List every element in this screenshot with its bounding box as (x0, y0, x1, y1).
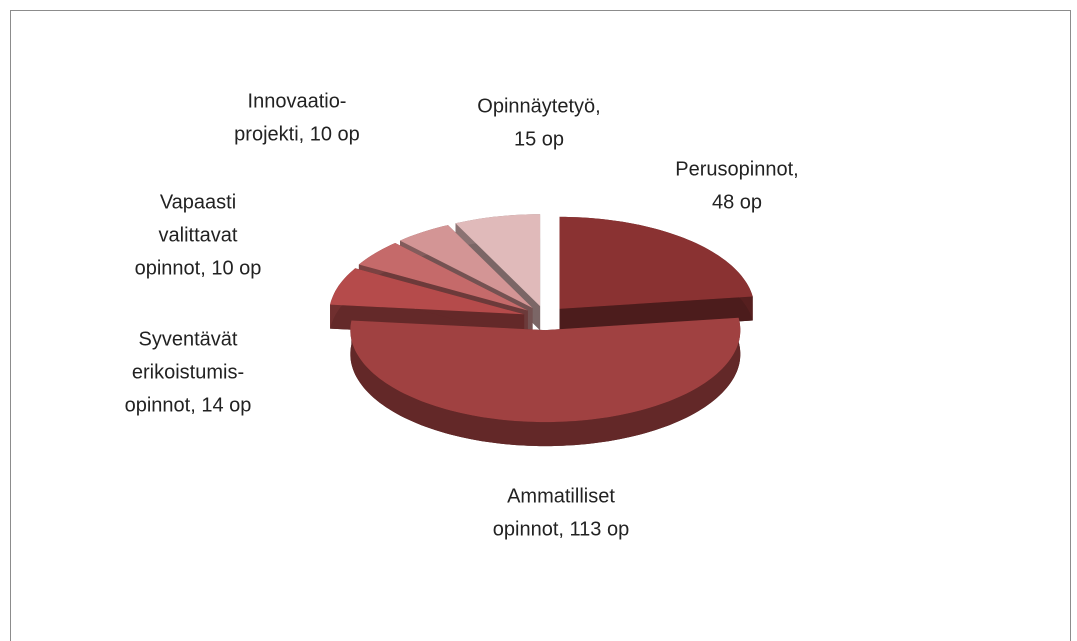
slice-top (330, 268, 525, 315)
slice-wall (350, 317, 741, 447)
data-label: Perusopinnot, (675, 158, 798, 180)
pie-slice (559, 216, 753, 333)
data-label: Opinnäytetyö, (477, 95, 600, 117)
pie-slice (350, 317, 741, 447)
data-label: Innovaatio- (248, 90, 347, 112)
data-label: opinnot, 10 op (135, 257, 262, 279)
slice-top (455, 214, 541, 307)
data-label: Syventävät (139, 328, 238, 350)
data-label: valittavat (159, 224, 238, 246)
data-label: Vapaasti (160, 191, 236, 213)
data-label: Ammatilliset (507, 485, 615, 507)
slice-side (559, 296, 753, 333)
slice-top (358, 243, 528, 311)
data-label: opinnot, 14 op (125, 394, 252, 416)
data-label: 15 op (514, 128, 564, 150)
data-label: projekti, 10 op (234, 123, 360, 145)
slice-top (350, 317, 741, 423)
slice-top (400, 225, 533, 308)
data-label: 48 op (712, 191, 762, 213)
data-label: erikoistumis- (132, 361, 244, 383)
slice-top (559, 216, 753, 309)
data-label: opinnot, 113 op (493, 518, 629, 540)
chart-border (10, 10, 1071, 641)
